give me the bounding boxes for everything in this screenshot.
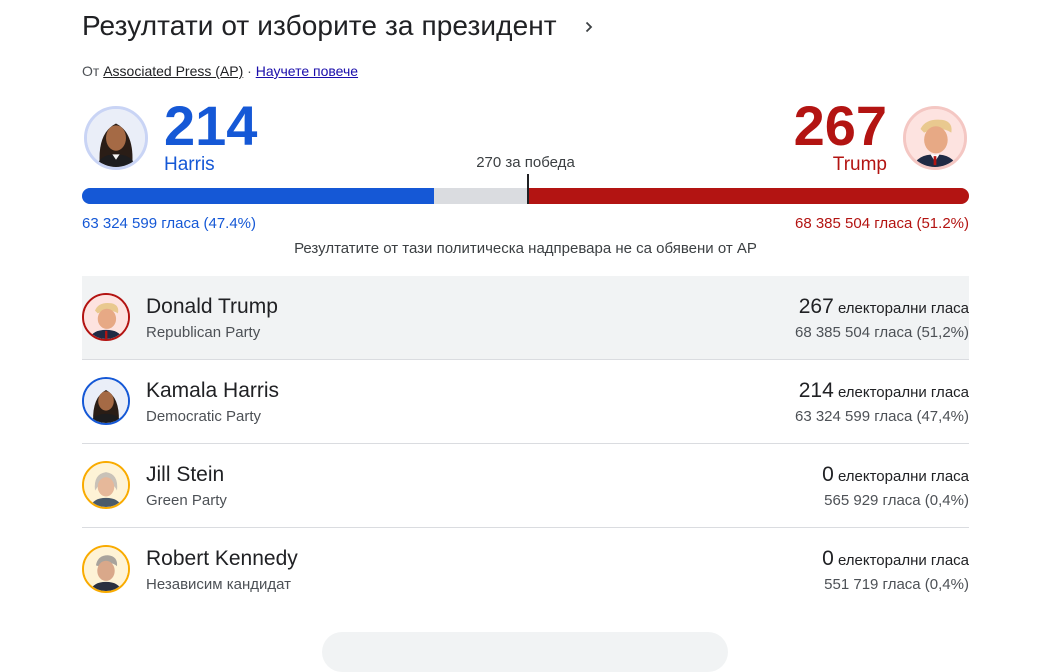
candidate-popular-votes: 63 324 599 гласа (47,4%) — [794, 408, 969, 425]
candidate-name: Kamala Harris — [146, 379, 280, 402]
candidate-electoral-votes: 0 електорални гласа — [822, 463, 969, 486]
source-link[interactable]: Associated Press (AP) — [103, 63, 244, 79]
show-more-button[interactable] — [322, 632, 728, 672]
harris-avatar — [82, 377, 130, 425]
harris-bar-fill — [82, 188, 434, 204]
kennedy-avatar — [82, 545, 130, 593]
electoral-progress-bar — [82, 188, 969, 204]
candidate-row-kennedy[interactable]: Robert Kennedy Независим кандидат 0 елек… — [82, 528, 969, 612]
source-separator: · — [247, 63, 252, 79]
candidate-party: Независим кандидат — [146, 576, 292, 593]
harris-name: Harris — [164, 154, 215, 175]
candidate-popular-votes: 565 929 гласа (0,4%) — [824, 492, 969, 509]
trump-bar-fill — [529, 188, 969, 204]
page-title[interactable]: Резултати от изборите за президент — [82, 10, 557, 41]
candidate-row-trump[interactable]: Donald Trump Republican Party 267 електо… — [82, 276, 969, 360]
harris-popular-votes: 63 324 599 гласа (47.4%) — [82, 215, 257, 232]
candidate-party: Republican Party — [146, 324, 261, 341]
stein-avatar — [82, 461, 130, 509]
candidate-party: Green Party — [146, 492, 227, 509]
chevron-right-icon[interactable] — [583, 20, 595, 33]
candidate-popular-votes: 551 719 гласа (0,4%) — [824, 576, 969, 593]
results-notice: Резултатите от тази политическа надпрева… — [294, 240, 757, 257]
title-row[interactable]: Резултати от изборите за президент — [82, 10, 595, 42]
candidate-row-harris[interactable]: Kamala Harris Democratic Party 214 елект… — [82, 360, 969, 444]
win-threshold-label: 270 за победа — [476, 154, 575, 171]
candidate-electoral-votes: 267 електорални гласа — [798, 295, 969, 318]
learn-more-link[interactable]: Научете повече — [255, 63, 359, 79]
harris-electoral-votes: 214 — [164, 94, 258, 157]
candidate-name: Donald Trump — [146, 295, 278, 318]
source-prefix: От — [82, 63, 100, 79]
trump-avatar — [82, 293, 130, 341]
candidate-electoral-votes: 214 електорални гласа — [798, 379, 969, 402]
candidate-row-stein[interactable]: Jill Stein Green Party 0 електорални гла… — [82, 444, 969, 528]
candidate-electoral-votes: 0 електорални гласа — [822, 547, 969, 570]
trump-avatar — [903, 106, 967, 170]
source-line: От Associated Press (AP) · Научете повеч… — [82, 63, 358, 79]
trump-name: Trump — [832, 154, 887, 175]
candidate-name: Jill Stein — [146, 463, 225, 486]
win-threshold-marker — [527, 174, 529, 204]
candidate-list: Donald Trump Republican Party 267 електо… — [82, 276, 969, 612]
trump-electoral-votes: 267 — [793, 94, 887, 157]
candidate-party: Democratic Party — [146, 408, 262, 425]
harris-avatar — [84, 106, 148, 170]
candidate-name: Robert Kennedy — [146, 547, 298, 570]
candidate-popular-votes: 68 385 504 гласа (51,2%) — [794, 324, 969, 341]
trump-popular-votes: 68 385 504 гласа (51.2%) — [794, 215, 969, 232]
